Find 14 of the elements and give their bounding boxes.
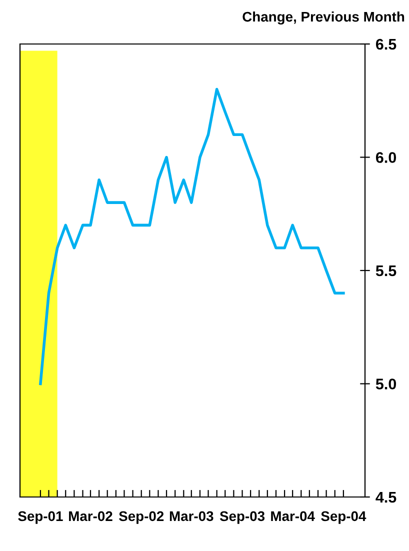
x-tick-label: Sep-04 (321, 511, 366, 524)
y-tick-label: 5.0 (376, 378, 396, 390)
x-tick-label: Sep-03 (220, 511, 265, 524)
x-tick-label: Sep-02 (118, 511, 164, 524)
x-tick-label: Sep-01 (18, 511, 63, 524)
y-tick-label: 4.5 (376, 492, 396, 503)
y-tick-label: 6.5 (376, 38, 396, 50)
x-tick-label: Mar-04 (271, 511, 315, 522)
y-tick-label: 5.5 (376, 266, 396, 276)
x-tick-label: Mar-02 (69, 511, 112, 522)
y-tick-label: 6.0 (376, 152, 396, 163)
x-tick-label: Mar-03 (170, 511, 214, 522)
y-axis-title: Change, Previous Month (242, 11, 404, 25)
line-series (39, 88, 345, 386)
